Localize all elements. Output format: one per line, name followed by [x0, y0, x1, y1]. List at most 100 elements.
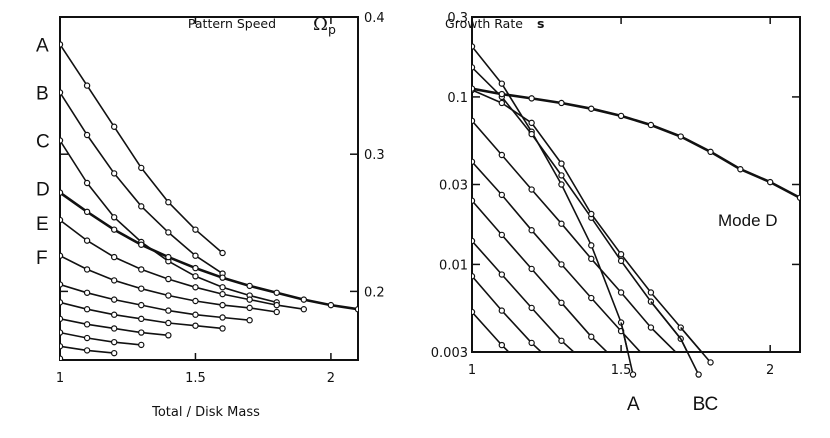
data-point — [83, 347, 91, 354]
data-point — [83, 321, 91, 328]
data-point — [60, 189, 64, 196]
series-unlabeled-10 — [60, 343, 118, 357]
series-a — [60, 41, 226, 257]
data-point — [138, 266, 145, 273]
data-point — [60, 329, 64, 336]
series-unlabeled-9 — [60, 329, 145, 349]
data-point — [165, 307, 172, 314]
series-line — [472, 120, 677, 352]
y-tick-label: 0.03 — [439, 179, 468, 194]
data-point — [110, 338, 118, 346]
series-unlabeled-4 — [472, 117, 677, 352]
series-line — [472, 275, 543, 352]
data-point — [695, 371, 702, 378]
data-point — [219, 325, 226, 332]
data-point — [60, 281, 64, 288]
data-point — [60, 41, 64, 48]
data-point — [138, 315, 145, 323]
data-point — [472, 197, 476, 204]
data-point — [110, 170, 118, 177]
data-point — [219, 249, 226, 257]
series-unlabeled-11 — [60, 355, 64, 360]
data-point — [219, 301, 226, 309]
data-point — [472, 237, 476, 245]
data-point — [83, 266, 91, 273]
series-unlabeled-6 — [60, 281, 253, 324]
data-point — [83, 306, 91, 313]
data-point — [498, 231, 506, 239]
data-point — [498, 341, 506, 349]
series-unlabeled-7 — [60, 299, 226, 332]
data-point — [60, 137, 64, 144]
data-point — [528, 95, 535, 102]
series-tail-b — [650, 301, 700, 375]
series-line — [60, 331, 142, 346]
series-line — [472, 89, 703, 352]
data-point — [60, 355, 64, 360]
data-point — [498, 151, 506, 159]
data-point — [60, 89, 64, 96]
x-tick-label: 2 — [766, 363, 774, 378]
y-tick-label: 0.4 — [364, 11, 385, 26]
data-point — [110, 226, 118, 233]
data-point — [558, 220, 565, 227]
data-point — [138, 164, 145, 172]
data-point — [246, 317, 253, 324]
data-point — [472, 158, 476, 165]
data-point — [138, 329, 145, 336]
x-axis-label: Total / Disk Mass — [151, 405, 260, 420]
data-point — [588, 242, 595, 249]
data-point — [192, 322, 199, 329]
data-point — [617, 257, 625, 265]
data-point — [588, 105, 595, 112]
data-point — [498, 191, 506, 199]
series-unlabeled-8 — [60, 315, 172, 339]
data-point — [110, 214, 118, 221]
series-d — [472, 85, 800, 201]
series-b — [60, 89, 226, 277]
x-tick-label: 1 — [56, 371, 64, 386]
data-point — [498, 271, 506, 278]
series-label: F — [36, 248, 48, 269]
series-label: B — [36, 83, 49, 104]
data-point — [300, 306, 308, 313]
data-point — [707, 148, 714, 156]
data-point — [737, 166, 744, 173]
data-point — [588, 294, 595, 302]
chart-title: Growth Rate — [445, 16, 523, 31]
data-point — [192, 273, 199, 280]
data-point — [165, 332, 172, 339]
data-point — [617, 289, 625, 296]
y-tick-label: 0.2 — [364, 285, 385, 300]
data-point — [472, 64, 476, 71]
data-point — [83, 208, 91, 216]
series-line — [472, 200, 609, 352]
data-point — [617, 112, 625, 120]
pattern-speed-text: Pattern Speed Ω p Total / Disk Mass — [151, 14, 336, 420]
data-point — [246, 304, 253, 312]
series-d — [60, 189, 358, 313]
series-line — [472, 87, 800, 199]
data-point — [60, 343, 64, 350]
data-point — [472, 273, 476, 280]
series-label: D — [36, 180, 50, 201]
data-point — [558, 160, 565, 167]
data-point — [83, 334, 91, 342]
series-label: C — [36, 131, 50, 152]
data-point — [110, 277, 118, 284]
data-point — [246, 282, 253, 290]
plot-frame — [471, 16, 801, 353]
growth-rate-chart: 1 1.5 2 0.003 0.01 0.03 0.1 0.3 A B C — [431, 11, 801, 415]
data-point — [110, 123, 118, 130]
data-point — [83, 179, 91, 187]
chart-title: Pattern Speed — [188, 16, 276, 31]
data-point — [110, 325, 118, 332]
data-point — [766, 178, 774, 186]
data-point — [110, 311, 118, 318]
series-line — [60, 283, 250, 321]
series-label: B — [693, 394, 706, 415]
series-line — [60, 219, 304, 310]
data-point — [528, 304, 535, 312]
data-point — [796, 194, 800, 201]
